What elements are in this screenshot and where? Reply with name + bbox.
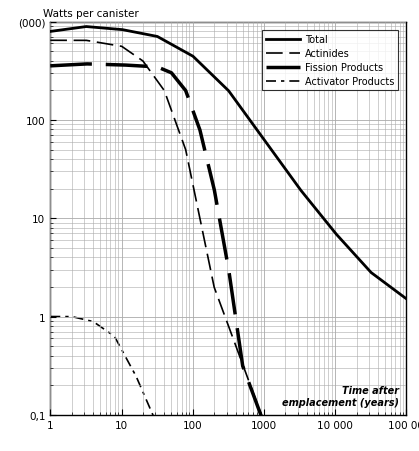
Actinides <box>48 38 53 44</box>
Total <box>83 25 88 30</box>
Activator Products <box>328 414 334 420</box>
Total <box>394 289 399 295</box>
Fission Products <box>394 414 399 420</box>
Fission Products <box>221 239 226 244</box>
Activator Products <box>66 314 71 319</box>
Actinides <box>221 310 226 315</box>
Actinides <box>260 414 265 420</box>
Total <box>212 75 217 80</box>
Fission Products <box>83 62 88 68</box>
Line: Activator Products: Activator Products <box>50 317 406 417</box>
Line: Total: Total <box>50 28 406 299</box>
Total <box>393 289 398 294</box>
Actinides <box>212 284 217 290</box>
Activator Products <box>151 414 156 420</box>
Total <box>221 84 226 89</box>
Total <box>48 30 53 35</box>
Fission Products <box>259 414 264 420</box>
Total <box>328 226 334 231</box>
Activator Products <box>212 414 217 420</box>
Actinides <box>404 414 409 420</box>
Fission Products <box>328 414 334 420</box>
Actinides <box>66 38 71 44</box>
Text: Watts per canister: Watts per canister <box>43 9 139 18</box>
Actinides <box>393 414 398 420</box>
Fission Products <box>404 414 409 420</box>
Fission Products <box>394 414 399 420</box>
Activator Products <box>221 414 226 420</box>
Fission Products <box>212 187 217 193</box>
Line: Actinides: Actinides <box>50 41 406 417</box>
Actinides <box>394 414 399 420</box>
Legend: Total, Actinides, Fission Products, Activator Products: Total, Actinides, Fission Products, Acti… <box>262 31 398 91</box>
Activator Products <box>404 414 409 420</box>
Activator Products <box>393 414 398 420</box>
Line: Fission Products: Fission Products <box>50 65 406 417</box>
Activator Products <box>48 314 53 319</box>
Activator Products <box>394 414 399 420</box>
Text: Time after
emplacement (years): Time after emplacement (years) <box>282 386 399 407</box>
Fission Products <box>66 63 71 69</box>
Total <box>404 296 409 302</box>
Actinides <box>328 414 334 420</box>
Total <box>66 27 71 32</box>
Fission Products <box>48 64 53 69</box>
